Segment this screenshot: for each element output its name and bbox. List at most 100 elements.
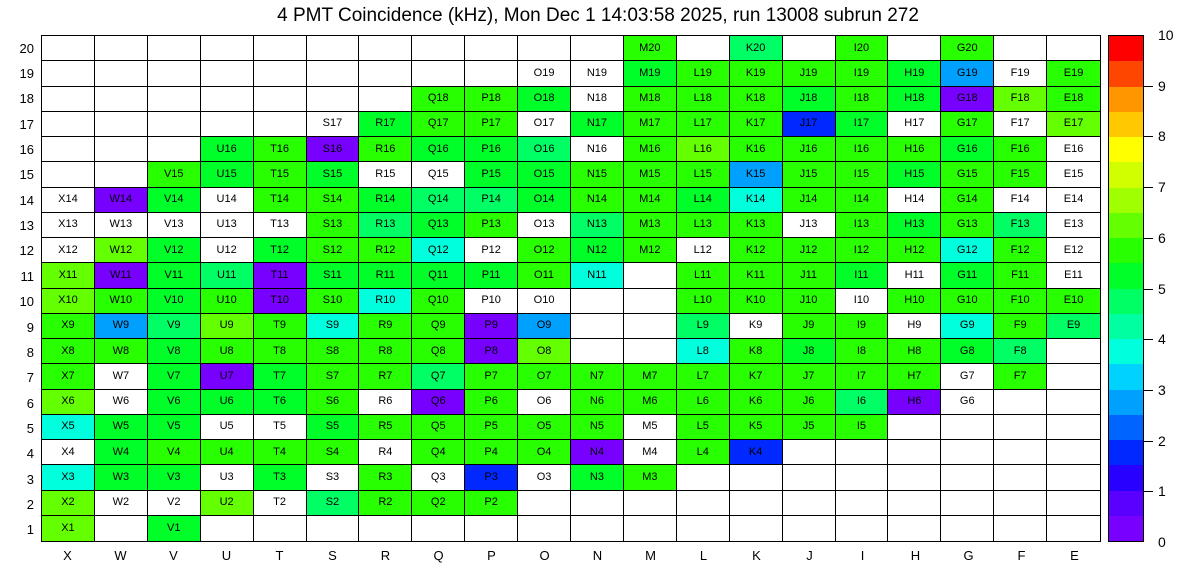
x-axis-label-t: T bbox=[275, 548, 284, 563]
heatmap-cell-q10: Q10 bbox=[412, 288, 466, 314]
heatmap-cell-u2: U2 bbox=[200, 490, 254, 516]
heatmap-cell-l12: L12 bbox=[676, 238, 730, 264]
heatmap-cell-l5: L5 bbox=[676, 414, 730, 440]
heatmap-cell-p14: P14 bbox=[465, 187, 519, 213]
heatmap-cell-v14: V14 bbox=[147, 187, 201, 213]
heatmap-cell-empty bbox=[412, 515, 466, 541]
heatmap-cell-empty bbox=[994, 36, 1048, 62]
heatmap-cell-o5: O5 bbox=[518, 414, 571, 440]
colorbar-tick bbox=[1144, 389, 1153, 391]
heatmap-cell-i5: I5 bbox=[835, 414, 889, 440]
heatmap-cell-t2: T2 bbox=[253, 490, 307, 516]
heatmap-cell-p3: P3 bbox=[465, 465, 519, 491]
heatmap-cell-l13: L13 bbox=[676, 212, 730, 238]
heatmap-cell-r11: R11 bbox=[359, 263, 413, 289]
heatmap-cell-q9: Q9 bbox=[412, 313, 466, 339]
heatmap-cell-empty bbox=[1047, 440, 1100, 466]
colorbar-band bbox=[1109, 465, 1143, 491]
x-axis-label-g: G bbox=[963, 548, 974, 563]
heatmap-cell-r15: R15 bbox=[359, 162, 413, 188]
heatmap-cell-i9: I9 bbox=[835, 313, 889, 339]
heatmap-cell-l4: L4 bbox=[676, 440, 730, 466]
heatmap-cell-x5: X5 bbox=[42, 414, 95, 440]
colorbar-tick-label-4: 4 bbox=[1158, 331, 1166, 348]
heatmap-cell-v2: V2 bbox=[147, 490, 201, 516]
heatmap-cell-h9: H9 bbox=[888, 313, 942, 339]
y-axis-label-12: 12 bbox=[19, 243, 34, 259]
heatmap-cell-o9: O9 bbox=[518, 313, 571, 339]
heatmap-cell-f18: F18 bbox=[994, 86, 1048, 112]
colorbar-tick bbox=[1144, 187, 1153, 189]
heatmap-cell-empty bbox=[359, 86, 413, 112]
heatmap-cell-t15: T15 bbox=[253, 162, 307, 188]
heatmap-cell-o12: O12 bbox=[518, 238, 571, 264]
heatmap-cell-u15: U15 bbox=[200, 162, 254, 188]
heatmap-cell-m18: M18 bbox=[623, 86, 677, 112]
heatmap-cell-empty bbox=[1047, 490, 1100, 516]
heatmap-cell-empty bbox=[359, 515, 413, 541]
heatmap-cell-empty bbox=[571, 339, 624, 365]
colorbar-band bbox=[1109, 288, 1143, 314]
heatmap-cell-m13: M13 bbox=[623, 212, 677, 238]
heatmap-cell-empty bbox=[253, 515, 307, 541]
heatmap-cell-w7: W7 bbox=[94, 364, 148, 390]
heatmap-cell-empty bbox=[306, 36, 360, 62]
x-axis-label-f: F bbox=[1017, 548, 1026, 563]
colorbar-band bbox=[1109, 313, 1143, 339]
heatmap-cell-g12: G12 bbox=[941, 238, 995, 264]
heatmap-cell-f15: F15 bbox=[994, 162, 1048, 188]
heatmap-cell-l15: L15 bbox=[676, 162, 730, 188]
colorbar-band bbox=[1109, 111, 1143, 137]
x-axis-label-e: E bbox=[1070, 548, 1079, 563]
heatmap-cell-empty bbox=[253, 111, 307, 137]
heatmap-cell-empty bbox=[1047, 515, 1100, 541]
heatmap-cell-f16: F16 bbox=[994, 137, 1048, 163]
heatmap-cell-empty bbox=[200, 515, 254, 541]
heatmap-cell-m3: M3 bbox=[623, 465, 677, 491]
colorbar-tick bbox=[1144, 339, 1153, 341]
heatmap-cell-empty bbox=[253, 36, 307, 62]
heatmap-cell-e12: E12 bbox=[1047, 238, 1100, 264]
heatmap-cell-empty bbox=[412, 61, 466, 87]
heatmap-cell-x9: X9 bbox=[42, 313, 95, 339]
colorbar-tick bbox=[1144, 136, 1153, 138]
heatmap-cell-e9: E9 bbox=[1047, 313, 1100, 339]
heatmap-cell-empty bbox=[94, 61, 148, 87]
heatmap-cell-empty bbox=[147, 61, 201, 87]
heatmap-cell-n15: N15 bbox=[571, 162, 624, 188]
heatmap-cell-s14: S14 bbox=[306, 187, 360, 213]
heatmap-cell-k11: K11 bbox=[729, 263, 783, 289]
heatmap-cell-n4: N4 bbox=[571, 440, 624, 466]
heatmap-cell-empty bbox=[888, 490, 942, 516]
heatmap-cell-empty bbox=[94, 86, 148, 112]
y-axis-label-16: 16 bbox=[19, 142, 34, 158]
heatmap-cell-e18: E18 bbox=[1047, 86, 1100, 112]
y-axis-label-18: 18 bbox=[19, 91, 34, 107]
heatmap-cell-n18: N18 bbox=[571, 86, 624, 112]
heatmap-cell-s7: S7 bbox=[306, 364, 360, 390]
heatmap-cell-i15: I15 bbox=[835, 162, 889, 188]
heatmap-cell-k17: K17 bbox=[729, 111, 783, 137]
colorbar-band bbox=[1109, 36, 1143, 62]
heatmap-cell-v13: V13 bbox=[147, 212, 201, 238]
heatmap-cell-n12: N12 bbox=[571, 238, 624, 264]
heatmap-cell-g13: G13 bbox=[941, 212, 995, 238]
heatmap-cell-r3: R3 bbox=[359, 465, 413, 491]
heatmap-cell-m6: M6 bbox=[623, 389, 677, 415]
heatmap-cell-s16: S16 bbox=[306, 137, 360, 163]
heatmap-cell-f9: F9 bbox=[994, 313, 1048, 339]
heatmap-cell-s6: S6 bbox=[306, 389, 360, 415]
heatmap-cell-w13: W13 bbox=[94, 212, 148, 238]
heatmap-cell-h6: H6 bbox=[888, 389, 942, 415]
colorbar-tick-label-6: 6 bbox=[1158, 229, 1166, 246]
heatmap-cell-g14: G14 bbox=[941, 187, 995, 213]
heatmap-cell-empty bbox=[994, 440, 1048, 466]
heatmap-cell-empty bbox=[1047, 36, 1100, 62]
y-axis-label-9: 9 bbox=[26, 319, 34, 335]
y-axis-label-2: 2 bbox=[26, 496, 34, 512]
heatmap-cell-x6: X6 bbox=[42, 389, 95, 415]
heatmap-cell-u9: U9 bbox=[200, 313, 254, 339]
heatmap-cell-s3: S3 bbox=[306, 465, 360, 491]
heatmap-cell-o3: O3 bbox=[518, 465, 571, 491]
heatmap-cell-empty bbox=[42, 61, 95, 87]
